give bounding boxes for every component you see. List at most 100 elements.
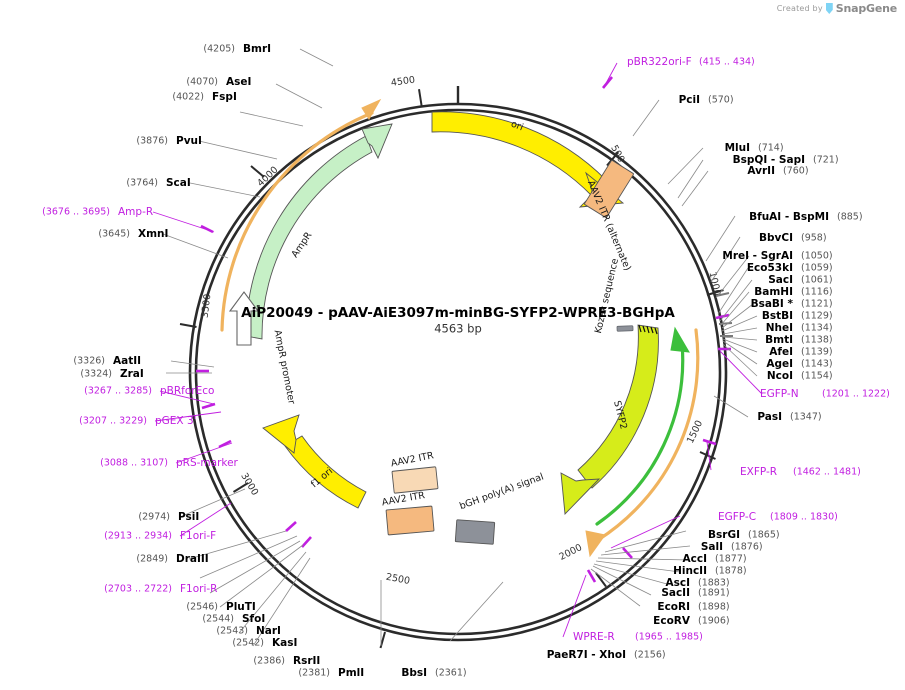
primer-name: EXFP-R [740, 466, 777, 478]
enzyme-pos: (1116) [801, 287, 833, 298]
feature-aav2-itr-2[interactable]: AAV2 ITR [381, 490, 435, 536]
enzyme-label-saci[interactable]: SacI (1061) [768, 274, 832, 286]
enzyme-label-acci[interactable]: AccI (1877) [683, 553, 747, 565]
enzyme-pos: (4022) [172, 92, 204, 103]
enzyme-name: MreI - SgrAI [722, 250, 793, 262]
enzyme-label-sacii[interactable]: SacII (1891) [661, 587, 729, 599]
enzyme-pos: (1134) [801, 323, 833, 334]
primer-label-f1ori-f[interactable]: (2913 .. 2934) F1ori-F [104, 530, 216, 542]
enzyme-label-sfoi[interactable]: (2544) SfoI [202, 613, 265, 625]
primer-range: (1201 .. 1222) [822, 389, 890, 400]
leader-lines [152, 48, 763, 647]
primer-label-pgex-3[interactable]: (3207 .. 3229) pGEX 3' [79, 415, 196, 427]
enzyme-pos: (1906) [698, 616, 730, 627]
enzyme-label-nhei[interactable]: NheI (1134) [766, 322, 833, 334]
enzyme-label-nari[interactable]: (2543) NarI [216, 625, 281, 637]
enzyme-name: PsiI [178, 511, 199, 523]
enzyme-label-bspqi-sapi[interactable]: BspQI - SapI (721) [733, 154, 839, 166]
enzyme-label-ecorv[interactable]: EcoRV (1906) [653, 615, 729, 627]
enzyme-label-ecori[interactable]: EcoRI (1898) [657, 601, 729, 613]
enzyme-label-paer7i-xhoi[interactable]: PaeR7I - XhoI (2156) [547, 649, 666, 661]
enzyme-label-kasi[interactable]: (2542) KasI [232, 637, 297, 649]
enzyme-pos: (2543) [216, 626, 248, 637]
enzyme-pos: (1883) [698, 578, 730, 589]
enzyme-label-bbvci[interactable]: BbvCI (958) [759, 232, 827, 244]
primer-label-pbr322ori-f[interactable]: pBR322ori-F (415 .. 434) [627, 56, 755, 68]
enzyme-label-hincii[interactable]: HincII (1878) [673, 565, 747, 577]
enzyme-label-avrii[interactable]: AvrII (760) [747, 165, 808, 177]
enzyme-name: BamHI [754, 286, 793, 298]
enzyme-name: PluTI [226, 601, 256, 613]
primer-backbone-ticks [196, 76, 731, 583]
primer-label-f1ori-r[interactable]: (2703 .. 2722) F1ori-R [104, 583, 217, 595]
enzyme-label-bsrgi[interactable]: BsrGI (1865) [708, 529, 780, 541]
primer-label-pbrforeco[interactable]: (3267 .. 3285) pBRforEco [84, 385, 214, 397]
primer-label-exfp-r[interactable]: EXFP-R (1462 .. 1481) [740, 466, 861, 478]
enzyme-pos: (958) [801, 233, 827, 244]
enzyme-label-pluti[interactable]: (2546) PluTI [186, 601, 255, 613]
enzyme-label-bstbi[interactable]: BstBI (1129) [762, 310, 833, 322]
enzyme-label-ncoi[interactable]: NcoI (1154) [767, 370, 833, 382]
enzyme-label-draiii[interactable]: (2849) DraIII [136, 553, 208, 565]
enzyme-name: NcoI [767, 370, 793, 382]
enzyme-label-psii[interactable]: (2974) PsiI [138, 511, 199, 523]
enzyme-label-bmti[interactable]: BmtI (1138) [765, 334, 832, 346]
enzyme-label-aatii[interactable]: (3326) AatII [73, 355, 141, 367]
enzyme-label-bamhi[interactable]: BamHI (1116) [754, 286, 832, 298]
enzyme-label-mlui[interactable]: MluI (714) [725, 142, 784, 154]
enzyme-label-bmri[interactable]: (4205) BmrI [203, 43, 271, 55]
enzyme-label-fspi[interactable]: (4022) FspI [172, 91, 236, 103]
enzyme-name: DraIII [176, 553, 209, 565]
enzyme-name: ZraI [120, 368, 144, 380]
enzyme-label-mrei-sgrai[interactable]: MreI - SgrAI (1050) [722, 250, 832, 262]
feature-bgh-poly-a-signal[interactable]: bGH poly(A) signal [454, 471, 545, 545]
enzyme-label-pcii[interactable]: PciI (570) [679, 94, 734, 106]
enzyme-name: AseI [226, 76, 251, 88]
primer-name: EGFP-N [760, 388, 799, 400]
enzyme-label-bsabi[interactable]: BsaBI * (1121) [751, 298, 833, 310]
feature-f1-ori[interactable]: f1 ori [262, 414, 367, 509]
enzyme-label-agei[interactable]: AgeI (1143) [766, 358, 832, 370]
primer-range: (3088 .. 3107) [100, 458, 168, 469]
enzyme-label-sali[interactable]: SalI (1876) [701, 541, 763, 553]
primer-label-wpre-r[interactable]: WPRE-R (1965 .. 1985) [573, 631, 703, 643]
enzyme-pos: (2156) [634, 650, 666, 661]
snapgene-logo-icon [825, 3, 833, 14]
enzyme-label-eco53ki[interactable]: Eco53kI (1059) [747, 262, 833, 274]
enzyme-label-zrai[interactable]: (3324) ZraI [80, 368, 143, 380]
primer-label-amp-r[interactable]: (3676 .. 3695) Amp-R [42, 206, 153, 218]
primer-range: (415 .. 434) [699, 57, 755, 68]
feature-syfp2[interactable]: SYFP2 [560, 324, 659, 516]
enzyme-pos: (1876) [731, 542, 763, 553]
enzyme-pos: (1050) [801, 251, 833, 262]
enzyme-name: PvuI [176, 135, 202, 147]
enzyme-label-asei[interactable]: (4070) AseI [186, 76, 251, 88]
enzyme-label-afei[interactable]: AfeI (1139) [769, 346, 832, 358]
enzyme-labels-left: (4205) BmrI (4070) AseI (4022) FspI (387… [73, 43, 364, 679]
enzyme-name: PmlI [338, 667, 364, 679]
plasmid-size-label: 4563 bp [434, 322, 482, 336]
enzyme-label-bfuai-bspmi[interactable]: BfuAI - BspMI (885) [749, 211, 862, 223]
tick-label-4500: 4500 [390, 75, 415, 89]
primer-label-egfp-c[interactable]: EGFP-C (1809 .. 1830) [718, 511, 838, 523]
feature-aav2-itr-1[interactable]: AAV2 ITR [390, 450, 439, 494]
enzyme-label-asci[interactable]: AscI (1883) [665, 577, 729, 589]
enzyme-label-rsrii[interactable]: (2386) RsrII [253, 655, 320, 667]
enzyme-name: AccI [683, 553, 707, 565]
primer-label-egfp-n[interactable]: EGFP-N (1201 .. 1222) [760, 388, 890, 400]
enzyme-label-pmli[interactable]: (2381) PmlI [298, 667, 364, 679]
enzyme-name: EcoRI [657, 601, 690, 613]
snapgene-watermark: Created by SnapGene [777, 2, 897, 15]
enzyme-name: SacI [768, 274, 793, 286]
primer-name: pBR322ori-F [627, 56, 692, 68]
enzyme-label-scai[interactable]: (3764) ScaI [126, 177, 190, 189]
enzyme-label-xmni[interactable]: (3645) XmnI [98, 228, 168, 240]
enzyme-name: HincII [673, 565, 707, 577]
enzyme-label-pvui[interactable]: (3876) PvuI [136, 135, 202, 147]
primer-range: (3676 .. 3695) [42, 207, 110, 218]
enzyme-label-bbsi[interactable]: BbsI (2361) [401, 667, 466, 679]
primer-label-prs-marker[interactable]: (3088 .. 3107) pRS-marker [100, 457, 238, 469]
enzyme-label-pasi[interactable]: PasI (1347) [757, 411, 821, 423]
enzyme-name: MluI [725, 142, 750, 154]
enzyme-pos: (2381) [298, 668, 330, 679]
